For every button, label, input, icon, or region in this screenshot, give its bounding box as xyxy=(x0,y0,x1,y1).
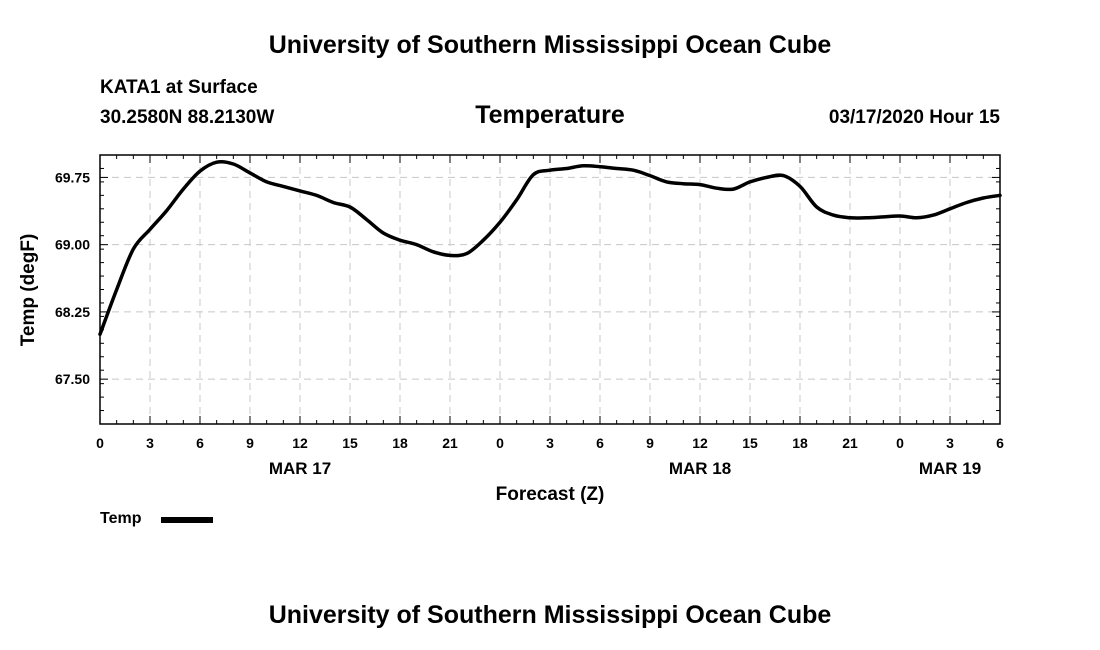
x-tick-label: 15 xyxy=(342,435,358,451)
x-tick-label: 12 xyxy=(692,435,708,451)
date-labels: MAR 17 MAR 18 MAR 19 xyxy=(269,459,981,478)
x-axis-label: Forecast (Z) xyxy=(496,484,605,505)
legend-label: Temp xyxy=(100,510,142,527)
date-label: MAR 17 xyxy=(269,459,331,478)
x-tick-label: 6 xyxy=(596,435,604,451)
x-tick-label: 15 xyxy=(742,435,758,451)
y-tick-label: 69.75 xyxy=(55,169,90,185)
date-label: MAR 18 xyxy=(669,459,731,478)
legend-line-swatch xyxy=(161,517,213,523)
x-tick-label: 3 xyxy=(946,435,954,451)
forecast-datetime: 03/17/2020 Hour 15 xyxy=(828,107,1000,128)
x-tick-label: 0 xyxy=(496,435,504,451)
y-tick-label: 69.00 xyxy=(55,237,90,253)
y-tick-labels: 67.50 68.25 69.00 69.75 xyxy=(55,169,90,387)
chart-title: Temperature xyxy=(475,101,625,129)
grid-lines xyxy=(100,155,1000,424)
x-tick-label: 18 xyxy=(392,435,408,451)
x-tick-label: 6 xyxy=(996,435,1004,451)
y-axis-label: Temp (degF) xyxy=(18,234,39,347)
x-tick-label: 12 xyxy=(292,435,308,451)
x-tick-label: 3 xyxy=(546,435,554,451)
temp-series-line xyxy=(98,159,1002,337)
x-tick-label: 6 xyxy=(196,435,204,451)
x-tick-label: 21 xyxy=(442,435,458,451)
x-tick-label: 0 xyxy=(896,435,904,451)
x-tick-label: 0 xyxy=(96,435,104,451)
station-name: KATA1 at Surface xyxy=(100,77,258,98)
y-tick-label: 67.50 xyxy=(55,371,90,387)
x-tick-labels: 0 3 6 9 12 15 18 21 0 3 6 9 12 15 18 21 0 3 6 xyxy=(96,435,1004,451)
station-coords: 30.2580N 88.2130W xyxy=(100,107,275,128)
x-tick-label: 18 xyxy=(792,435,808,451)
bottom-title: University of Southern Mississippi Ocean… xyxy=(268,601,832,629)
x-tick-label: 3 xyxy=(146,435,154,451)
date-label: MAR 19 xyxy=(919,459,981,478)
plot-frame xyxy=(99,154,1001,425)
y-tick-label: 68.25 xyxy=(55,304,90,320)
x-tick-label: 9 xyxy=(646,435,654,451)
x-tick-label: 21 xyxy=(842,435,858,451)
top-title: University of Southern Mississippi Ocean… xyxy=(268,31,832,59)
x-tick-label: 9 xyxy=(246,435,254,451)
